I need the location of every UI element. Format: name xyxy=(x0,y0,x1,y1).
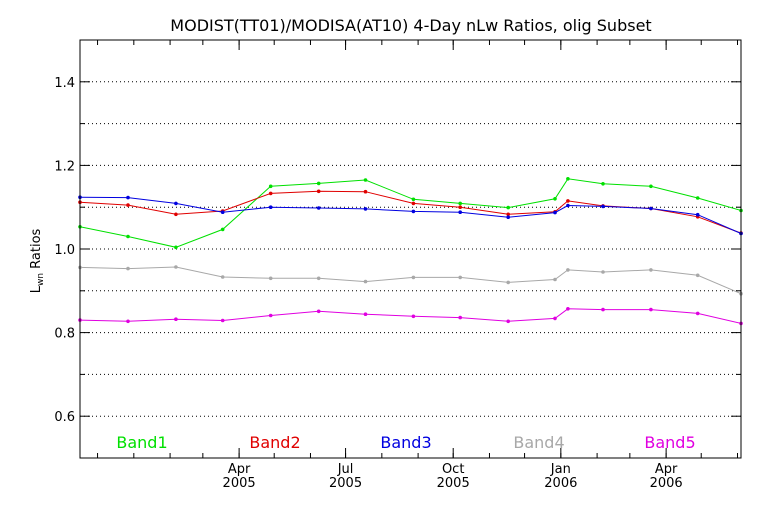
data-point xyxy=(566,307,570,311)
data-point xyxy=(601,204,605,209)
data-point xyxy=(553,197,557,201)
x-tick-label-month: Oct xyxy=(442,462,464,477)
data-point xyxy=(268,191,273,196)
data-point xyxy=(411,197,416,202)
data-point xyxy=(649,307,653,312)
data-point xyxy=(601,182,605,186)
y-tick-label: 0.8 xyxy=(54,327,75,342)
data-point xyxy=(458,315,463,320)
data-point xyxy=(174,212,178,217)
data-point xyxy=(458,210,463,214)
series-group xyxy=(78,177,743,331)
x-tick-label-month: Apr xyxy=(655,462,678,477)
x-tick-label-year: 2005 xyxy=(223,476,256,491)
data-point xyxy=(316,206,321,210)
series-band1 xyxy=(78,177,743,250)
data-point xyxy=(506,205,511,210)
data-point xyxy=(268,313,273,318)
data-point xyxy=(649,268,653,272)
data-point xyxy=(316,189,321,194)
data-point xyxy=(649,206,653,211)
data-point xyxy=(601,270,605,274)
x-tick-label-month: Apr xyxy=(228,462,251,477)
y-tick-label: 1.4 xyxy=(54,76,75,91)
data-point xyxy=(363,207,368,211)
data-point xyxy=(174,265,178,269)
data-point xyxy=(126,195,130,200)
legend-band5: Band5 xyxy=(644,433,695,452)
data-point xyxy=(411,275,416,280)
data-point xyxy=(458,275,463,280)
x-tick-label-year: 2005 xyxy=(329,476,362,491)
data-point xyxy=(506,319,511,324)
data-point xyxy=(601,307,605,312)
data-point xyxy=(268,184,273,189)
legend-band2: Band2 xyxy=(249,433,300,452)
data-point xyxy=(695,273,700,278)
data-point xyxy=(363,279,368,284)
data-point xyxy=(506,280,511,285)
y-tick-label: 1.0 xyxy=(54,243,75,258)
x-tick-label-month: Jul xyxy=(337,462,354,477)
data-point xyxy=(363,189,368,194)
data-point xyxy=(566,268,570,272)
data-point xyxy=(174,317,178,322)
data-point xyxy=(126,234,130,239)
data-point xyxy=(174,201,178,206)
data-point xyxy=(220,227,225,232)
chart-title: MODIST(TT01)/MODISA(AT10) 4-Day nLw Rati… xyxy=(170,16,651,35)
plot-frame xyxy=(79,39,742,459)
data-point xyxy=(316,276,321,281)
data-point xyxy=(174,245,178,250)
y-tick-label: 0.6 xyxy=(54,410,75,425)
data-point xyxy=(566,203,570,208)
data-point xyxy=(506,215,511,219)
data-point xyxy=(126,203,130,207)
data-point xyxy=(553,277,557,282)
data-point xyxy=(268,276,273,281)
legend-band3: Band3 xyxy=(380,433,431,452)
data-point xyxy=(695,212,700,217)
data-point xyxy=(411,314,416,319)
data-point xyxy=(220,210,225,214)
series-band4 xyxy=(78,265,743,309)
data-point xyxy=(268,205,273,209)
legend-band4: Band4 xyxy=(513,433,564,452)
y-axis-label: Lwn Ratios xyxy=(29,228,46,293)
data-point xyxy=(695,311,700,316)
x-tick-label-year: 2006 xyxy=(544,476,577,491)
y-tick-label: 1.2 xyxy=(54,159,75,174)
data-point xyxy=(316,181,321,186)
x-tick-label-year: 2006 xyxy=(650,476,683,491)
data-point xyxy=(220,318,225,323)
data-point xyxy=(411,209,416,214)
legend: Band1 Band2 Band3 Band4 Band5 xyxy=(116,433,695,452)
y-axis: 0.6 0.8 1.0 1.2 1.4 xyxy=(54,76,741,425)
data-point xyxy=(695,196,700,200)
data-point xyxy=(316,309,321,314)
data-point xyxy=(220,275,225,279)
series-band5 xyxy=(78,307,743,331)
data-point xyxy=(363,312,368,317)
data-point xyxy=(126,319,130,324)
data-point xyxy=(649,184,653,189)
data-point xyxy=(411,201,416,206)
data-point xyxy=(126,266,130,271)
data-point xyxy=(506,212,511,217)
x-tick-label-month: Jan xyxy=(550,462,571,477)
legend-band1: Band1 xyxy=(116,433,167,452)
data-point xyxy=(458,201,463,206)
data-point xyxy=(363,178,368,182)
data-point xyxy=(566,177,570,181)
data-point xyxy=(553,210,557,215)
data-point xyxy=(553,316,557,321)
x-tick-label-year: 2005 xyxy=(437,476,470,491)
data-point xyxy=(458,205,463,209)
data-point xyxy=(566,199,570,203)
